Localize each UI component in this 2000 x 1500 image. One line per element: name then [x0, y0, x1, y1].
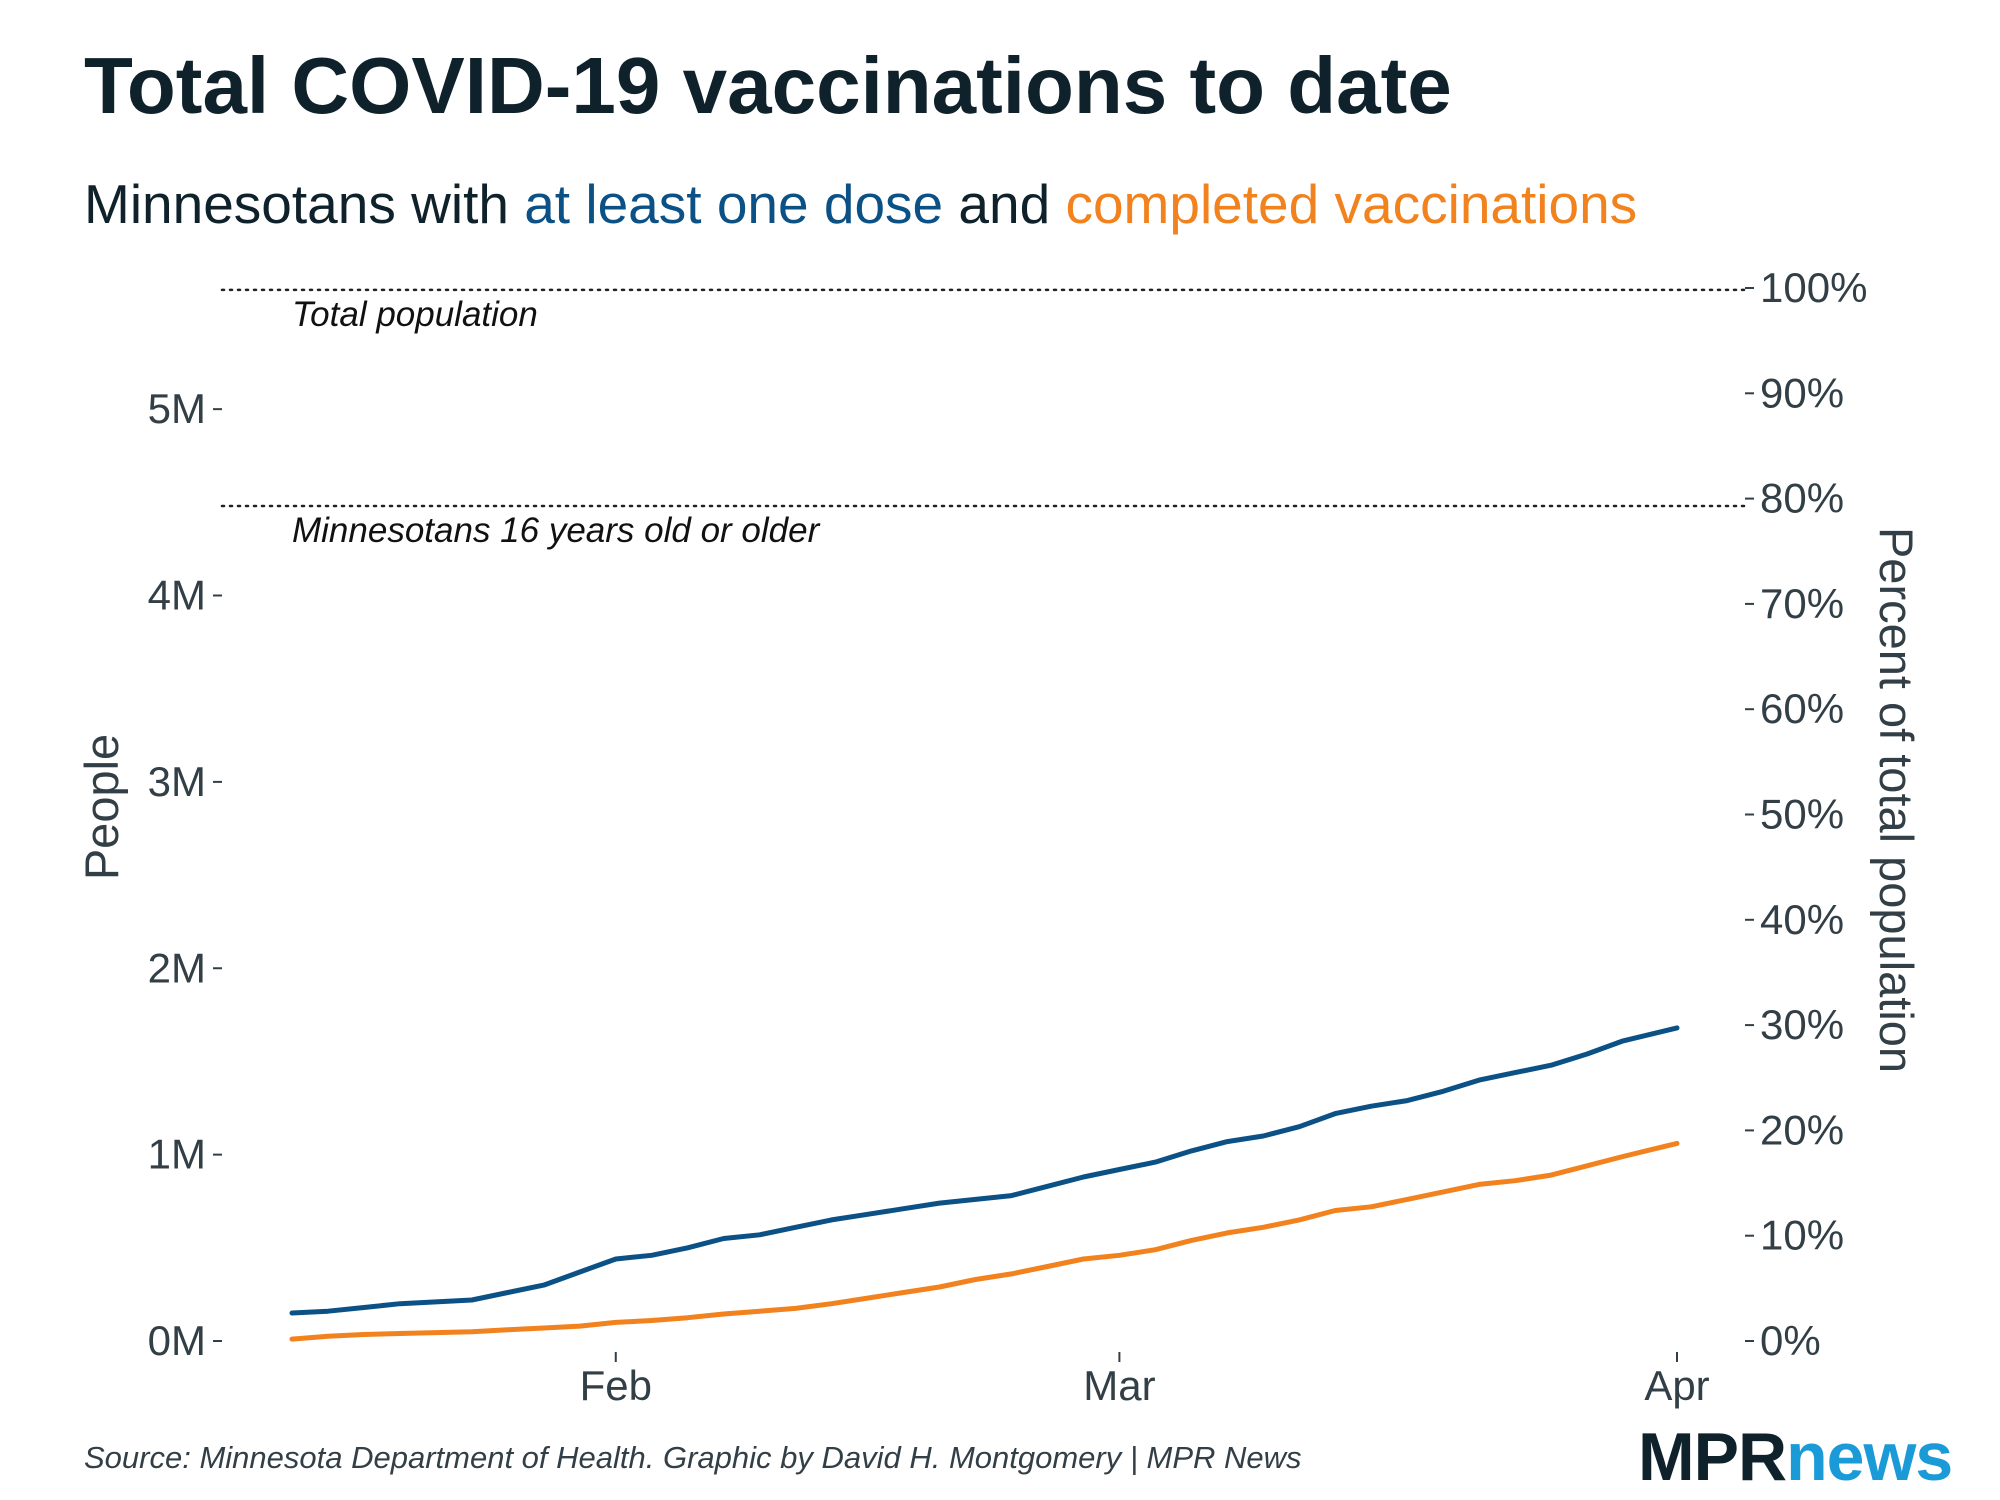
y2-tick-label-4: 40% — [1760, 896, 1844, 943]
y2-tick-label-5: 50% — [1760, 791, 1844, 838]
source-note: Source: Minnesota Department of Health. … — [84, 1440, 1302, 1475]
chart-title: Total COVID-19 vaccinations to date — [84, 41, 1452, 130]
x-tick-label-2: Apr — [1644, 1362, 1709, 1409]
y-axis-title: People — [75, 734, 128, 880]
y-tick-label-3: 3M — [148, 758, 206, 805]
y-tick-label-0: 0M — [148, 1317, 206, 1364]
y2-tick-label-0: 0% — [1760, 1317, 1821, 1364]
y-tick-label-5: 5M — [148, 385, 206, 432]
reference-label-0: Total population — [292, 295, 538, 334]
subtitle-joiner: and — [943, 173, 1066, 235]
y-tick-label-1: 1M — [148, 1131, 206, 1178]
y2-axis-title: Percent of total population — [1870, 527, 1923, 1073]
chart-subtitle: Minnesotans with at least one dose and c… — [84, 172, 1637, 236]
y2-tick-label-3: 30% — [1760, 1001, 1844, 1048]
series-line-1 — [289, 1140, 1680, 1342]
x-tick-label-0: Feb — [580, 1362, 652, 1409]
y2-tick-label-10: 100% — [1760, 264, 1867, 311]
y2-tick-label-7: 70% — [1760, 580, 1844, 627]
y2-tick-label-2: 20% — [1760, 1106, 1844, 1153]
subtitle-complete-label: completed vaccinations — [1065, 173, 1638, 235]
y2-tick-label-6: 60% — [1760, 685, 1844, 732]
x-tick-label-1: Mar — [1083, 1362, 1155, 1409]
y-tick-label-4: 4M — [148, 572, 206, 619]
logo-mpr: MPR — [1638, 1419, 1787, 1495]
subtitle-dose-label: at least one dose — [524, 173, 944, 235]
logo-news: news — [1786, 1419, 1953, 1495]
y2-tick-label-8: 80% — [1760, 475, 1844, 522]
mpr-news-logo: MPRnews — [1638, 1418, 1953, 1496]
subtitle-prefix: Minnesotans with — [84, 173, 525, 235]
reference-label-1: Minnesotans 16 years old or older — [292, 511, 821, 550]
y-tick-label-2: 2M — [148, 944, 206, 991]
y2-tick-label-1: 10% — [1760, 1212, 1844, 1259]
series-line-0 — [289, 1025, 1680, 1316]
y2-tick-label-9: 90% — [1760, 369, 1844, 416]
